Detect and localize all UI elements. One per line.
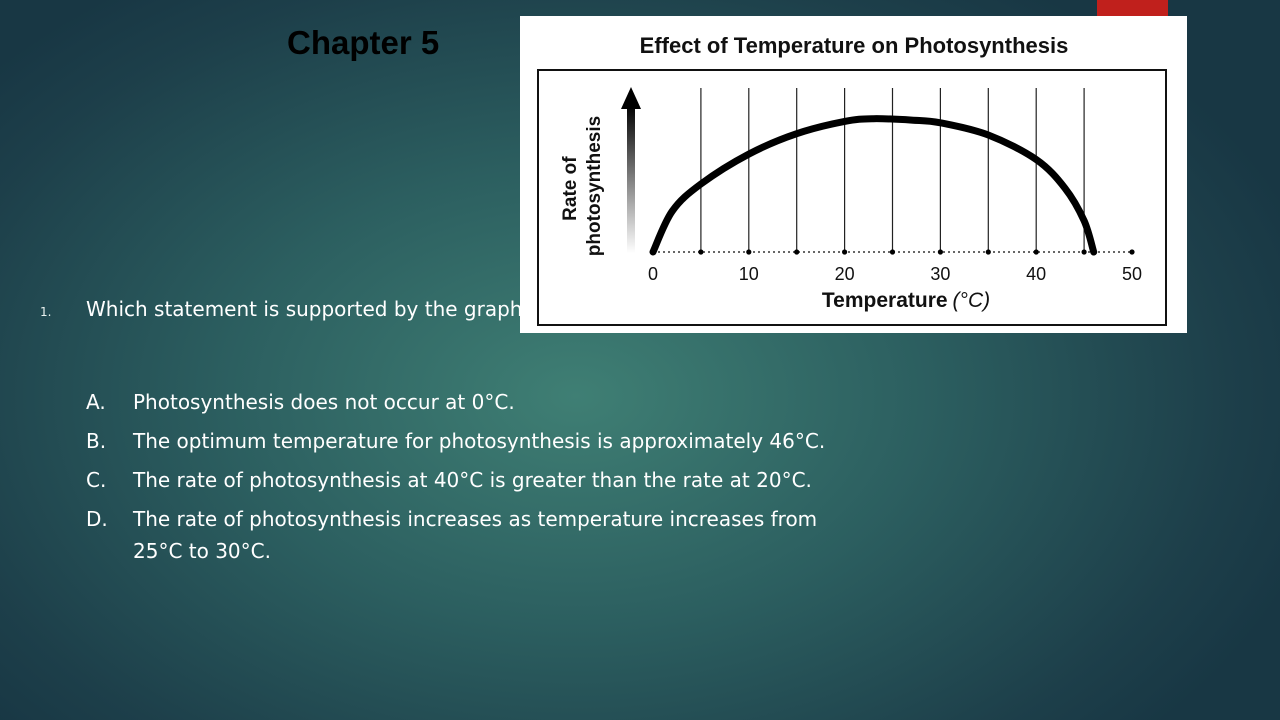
option-letter: C.: [86, 468, 107, 492]
option-text: The rate of photosynthesis at 40°C is gr…: [133, 468, 812, 492]
plot-frame: [537, 69, 1167, 326]
option-text: The optimum temperature for photosynthes…: [133, 429, 826, 453]
x-axis-dot: [985, 249, 991, 255]
x-tick-label: 10: [739, 264, 759, 284]
chart-title: Effect of Temperature on Photosynthesis: [640, 33, 1069, 58]
option-text: The rate of photosynthesis increases as …: [133, 507, 818, 563]
option-letter: D.: [86, 507, 108, 531]
x-axis-dot: [1033, 249, 1039, 255]
x-axis-dot: [746, 249, 752, 255]
accent-tab: [1097, 0, 1168, 16]
question-number: 1.: [40, 305, 52, 319]
chart-panel: Effect of Temperature on Photosynthesis …: [520, 16, 1187, 333]
grid-lines: [700, 88, 1085, 252]
series-line: [649, 115, 1098, 256]
x-axis-dot: [794, 249, 800, 255]
x-axis-unit: (°C): [953, 289, 991, 312]
x-axis-dot: [937, 249, 943, 255]
answer-options: A. Photosynthesis does not occur at 0°C. …: [86, 386, 846, 574]
y-arrow-icon: [621, 87, 641, 253]
option-letter: A.: [86, 390, 106, 414]
option-b[interactable]: B. The optimum temperature for photosynth…: [86, 425, 846, 457]
option-c[interactable]: C. The rate of photosynthesis at 40°C is …: [86, 464, 846, 496]
x-tick-label: 50: [1122, 264, 1142, 284]
option-letter: B.: [86, 429, 107, 453]
option-d[interactable]: D. The rate of photosynthesis increases a…: [86, 503, 846, 567]
x-tick-label: 30: [930, 264, 950, 284]
temperature-chart: Effect of Temperature on Photosynthesis …: [537, 33, 1167, 326]
y-axis-label: Rate of photosynthesis: [560, 116, 605, 256]
x-axis-dot: [698, 249, 704, 255]
x-axis: [650, 249, 1135, 255]
x-axis-dot: [889, 249, 896, 255]
option-a[interactable]: A. Photosynthesis does not occur at 0°C.: [86, 386, 846, 418]
x-axis-dot: [842, 249, 848, 255]
y-axis-label-line1: Rate of: [560, 156, 581, 221]
x-tick-label: 20: [835, 264, 855, 284]
x-axis-label: Temperature (°C): [822, 289, 990, 312]
y-axis-label-line2: photosynthesis: [584, 116, 605, 256]
question: 1. Which statement is supported by the gr…: [40, 296, 600, 325]
x-tick-labels: 0 10 20 30 40 50: [648, 264, 1142, 284]
x-axis-dot: [1081, 249, 1087, 255]
slide-title: Chapter 5: [287, 24, 440, 61]
x-axis-label-text: Temperature: [822, 289, 948, 312]
x-tick-label: 40: [1026, 264, 1046, 284]
option-text: Photosynthesis does not occur at 0°C.: [133, 390, 515, 414]
x-axis-dot: [1129, 249, 1135, 255]
x-tick-label: 0: [648, 264, 658, 284]
question-text: Which statement is supported by the grap…: [86, 297, 534, 321]
